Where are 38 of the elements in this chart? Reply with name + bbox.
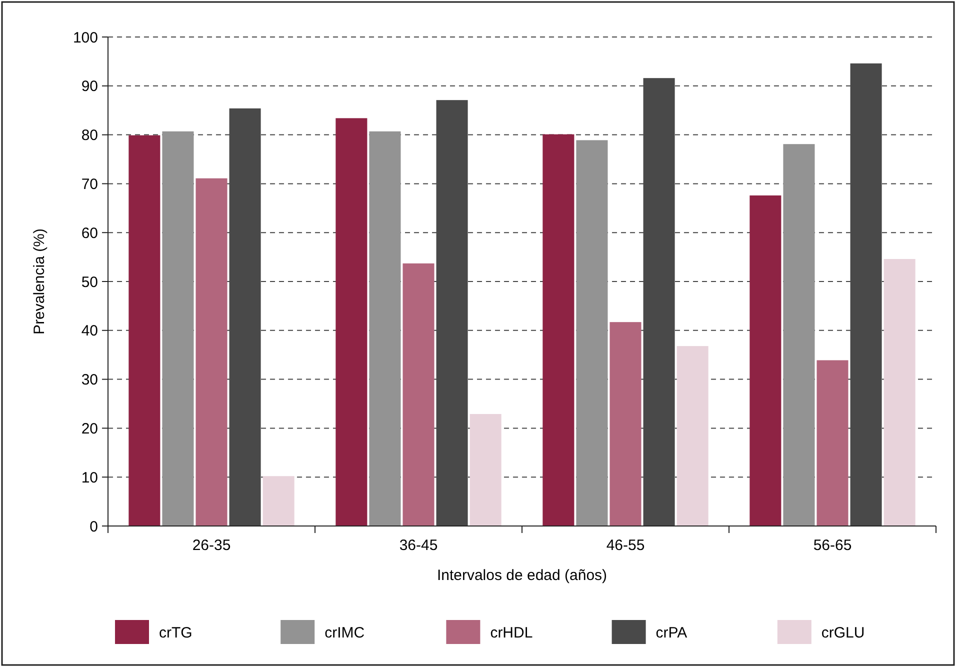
y-tick-label: 100 [72, 29, 98, 46]
x-axis-title: Intervalos de edad (años) [436, 567, 608, 584]
bar [196, 178, 228, 526]
bar [576, 140, 608, 526]
y-tick-label: 20 [81, 420, 98, 438]
y-tick-label: 10 [81, 469, 98, 486]
bar [336, 118, 368, 526]
y-tick-label: 0 [90, 518, 98, 536]
bar [542, 134, 574, 526]
x-tick-label: 46-55 [606, 537, 645, 554]
bar [884, 259, 916, 526]
legend-label: crGLU [821, 624, 865, 642]
bar [128, 135, 160, 526]
y-tick-label: 60 [81, 224, 98, 242]
y-tick-label: 80 [81, 127, 98, 144]
bar [816, 360, 848, 526]
bar [470, 414, 502, 526]
legend-label: crPA [656, 624, 688, 642]
x-tick-label: 26-35 [192, 537, 231, 554]
y-tick-label: 70 [81, 176, 98, 193]
bar [262, 476, 294, 526]
legend-label: crIMC [324, 624, 365, 642]
bar [610, 322, 642, 526]
x-tick-label: 56-65 [813, 537, 852, 554]
x-tick-label: 36-45 [399, 537, 438, 554]
bar [162, 131, 194, 526]
bar [676, 346, 708, 526]
y-tick-label: 30 [81, 372, 98, 389]
y-axis-title: Prevalencia (%) [31, 228, 48, 334]
bar [369, 131, 401, 526]
y-tick-label: 40 [81, 322, 98, 340]
legend-label: crHDL [490, 624, 533, 642]
bar [783, 144, 815, 526]
y-tick-label: 90 [81, 78, 98, 96]
bar [402, 263, 434, 526]
bar [750, 195, 782, 526]
y-tick-label: 50 [81, 274, 98, 291]
legend-label: crTG [159, 624, 192, 642]
